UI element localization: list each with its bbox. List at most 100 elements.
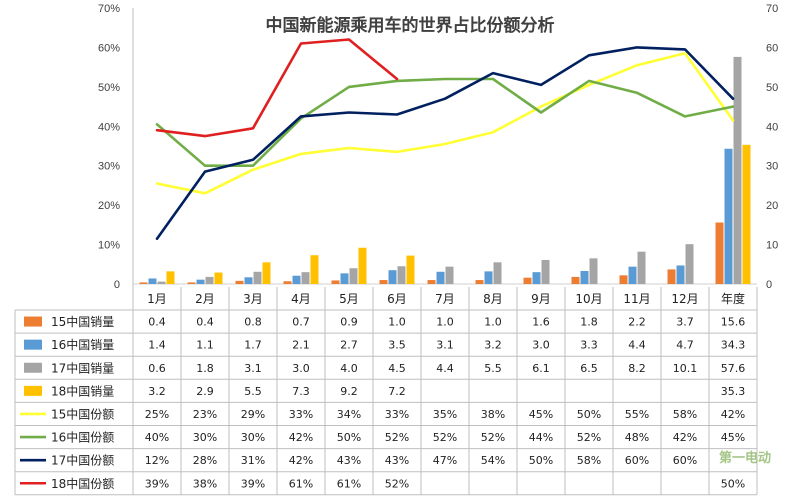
table-cell: 33% [385,408,409,421]
table-cell: 3.5 [388,339,406,352]
category-label: 12月 [671,292,698,306]
table-cell: 1.4 [148,339,166,352]
bar-16中国销量 [628,266,637,284]
watermark-text: 第一电动 [719,450,771,466]
bar-15中国销量 [187,282,196,284]
table-cell: 57.6 [721,362,746,375]
bar-18中国销量 [262,262,271,284]
category-label: 9月 [531,292,551,306]
table-cell: 43% [385,454,409,467]
table-cell: 61% [289,477,313,490]
table-cell: 30% [193,431,217,444]
table-cell: 8.2 [628,362,646,375]
left-axis-tick-label: 30% [98,161,120,173]
table-cell: 38% [481,408,505,421]
table-cell: 45% [529,408,553,421]
series-name: 17中国销量 [51,360,114,375]
legend-key-15中国销量 [24,316,42,327]
bar-17中国销量 [589,258,598,284]
table-cell: 40% [145,431,169,444]
bar-16中国销量 [196,279,205,284]
bars-layer [139,56,751,284]
table-cell: 1.6 [532,316,550,329]
data-table: 1月 2月 3月 4月 5月 6月 7月 8月 9月 10月 11月 12月 年度 15中国销量 0.4 0.… [14,8,758,496]
table-cell: 61% [337,477,361,490]
left-axis-tick-label: 50% [98,82,120,94]
table-cell: 0.9 [340,316,358,329]
table-cell: 1.8 [196,362,214,375]
line-17中国份额 [155,46,735,240]
series-name: 15中国份额 [51,406,114,421]
table-cell: 0.7 [292,316,310,329]
table-cell: 28% [193,454,217,467]
right-axis-tick-label: 0 [766,279,772,291]
left-axis-tick-label: 0 [114,279,120,291]
table-cell: 29% [241,408,265,421]
bar-15中国销量 [667,269,676,284]
table-cell: 45% [721,431,745,444]
bar-17中国销量 [397,266,406,284]
legend-key-16中国销量 [24,339,42,350]
table-cell: 42% [289,431,313,444]
bar-15中国销量 [331,280,340,284]
table-cell: 60% [673,454,697,467]
bar-17中国销量 [445,266,454,284]
table-cell: 52% [385,477,409,490]
table-cell: 0.4 [148,316,166,329]
table-cell: 52% [481,431,505,444]
category-label: 11月 [623,292,650,306]
right-axis-tick-label: 40 [766,121,778,133]
table-cell: 4.4 [628,339,646,352]
table-cell: 52% [385,431,409,444]
category-label: 3月 [243,292,263,306]
table-cell: 12% [145,454,169,467]
table-cell: 1.0 [436,316,454,329]
bar-16中国销量 [388,270,397,284]
bar-17中国销量 [205,276,214,284]
table-cell: 6.5 [580,362,598,375]
bar-16中国销量 [580,270,589,284]
table-cell: 42% [289,454,313,467]
bar-18中国销量 [358,247,367,284]
table-cell: 2.7 [340,339,358,352]
table-cell: 35.3 [721,385,746,398]
table-cell: 4.0 [340,362,358,375]
table-cell: 0.8 [244,316,262,329]
category-label: 年度 [721,291,745,306]
table-cell: 3.1 [244,362,262,375]
lines-layer [155,38,735,240]
left-axis-tick-label: 20% [98,200,120,212]
table-cell: 2.9 [196,385,214,398]
table-cell: 58% [577,454,601,467]
table-cell: 38% [193,477,217,490]
table-cell: 1.7 [244,339,262,352]
bar-17中国销量 [637,251,646,284]
table-cell: 42% [673,431,697,444]
table-cell: 50% [337,431,361,444]
bar-16中国销量 [244,277,253,284]
table-cell: 34% [337,408,361,421]
table-cell: 3.0 [292,362,310,375]
table-cell: 52% [433,431,457,444]
legend-key-17中国销量 [24,362,42,373]
table-cell: 34.3 [721,339,746,352]
legend-key-18中国销量 [24,385,42,396]
right-axis-tick-label: 50 [766,82,778,94]
bar-15中国销量 [139,282,148,284]
table-cell: 2.2 [628,316,646,329]
series-name: 15中国销量 [51,314,114,329]
table-cell: 4.4 [436,362,454,375]
bar-17中国销量 [301,272,310,284]
table-cell: 9.2 [340,385,358,398]
table-cell: 5.5 [484,362,502,375]
table-cell: 1.1 [196,339,214,352]
bar-17中国销量 [253,271,262,284]
bar-17中国销量 [733,56,742,284]
bar-18中国销量 [214,272,223,284]
table-cell: 31% [241,454,265,467]
bar-17中国销量 [493,262,502,284]
right-axis-tick-label: 30 [766,161,778,173]
table-cell: 0.6 [148,362,166,375]
line-18中国份额 [155,38,399,138]
